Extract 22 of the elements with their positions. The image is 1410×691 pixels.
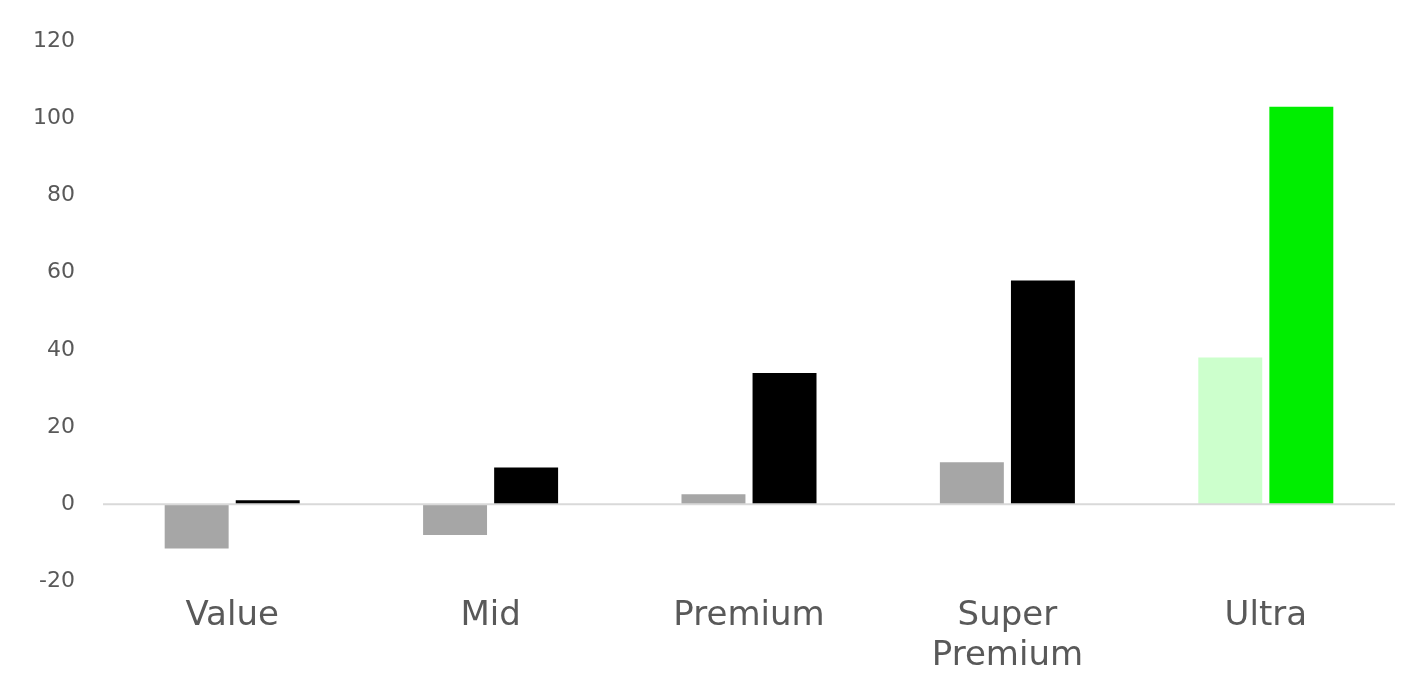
y-tick-label: 40 xyxy=(46,335,75,361)
x-tick-label: Mid xyxy=(460,592,521,633)
bar xyxy=(164,504,229,549)
y-tick-label: 120 xyxy=(32,26,75,52)
bar xyxy=(423,504,488,536)
y-tick-label: 60 xyxy=(46,258,75,284)
x-tick-label: Ultra xyxy=(1224,592,1308,633)
bar xyxy=(1198,357,1263,505)
bar xyxy=(494,467,559,505)
x-tick-label: Value xyxy=(185,592,279,633)
y-tick-label: 20 xyxy=(46,412,75,438)
bar xyxy=(752,373,817,505)
y-tick-label: 100 xyxy=(32,104,75,130)
bar xyxy=(1269,106,1334,505)
bar xyxy=(939,462,1004,505)
y-tick-label: 0 xyxy=(60,489,75,515)
y-tick-label: 80 xyxy=(46,181,75,207)
y-tick-label: -20 xyxy=(39,567,75,593)
bar xyxy=(1010,280,1075,505)
x-tick-label: Premium xyxy=(673,592,825,633)
bar xyxy=(681,494,746,505)
x-tick-label: Super Premium xyxy=(931,592,1084,674)
